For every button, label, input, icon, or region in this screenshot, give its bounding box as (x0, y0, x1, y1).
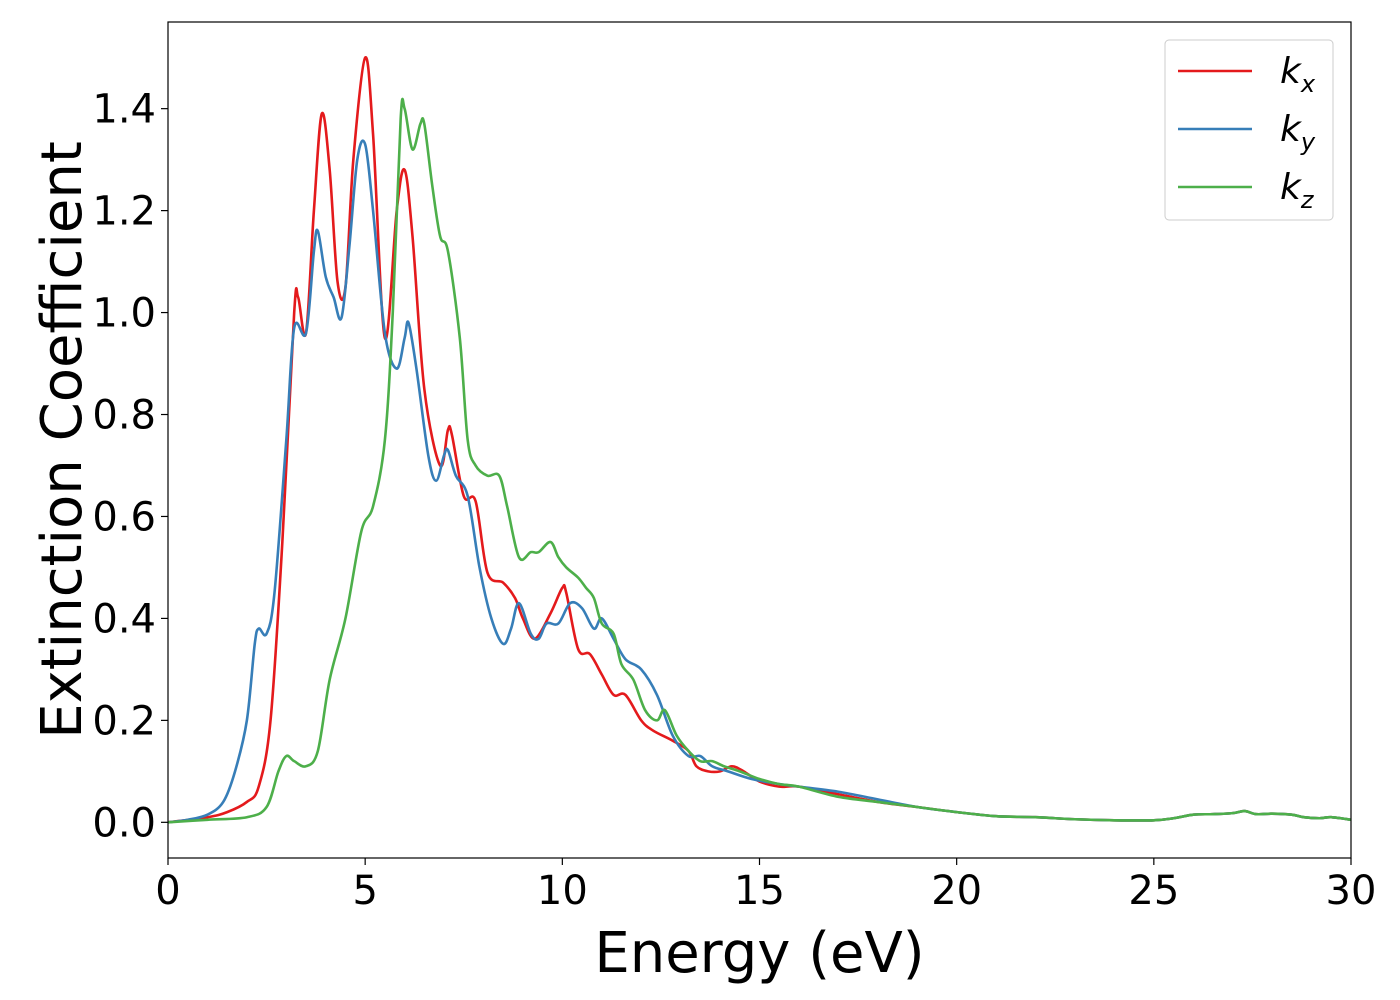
legend: kx ky kz (1164, 39, 1334, 221)
x-axis-label: Energy (eV) (594, 921, 924, 986)
y-tick-label: 1.2 (92, 189, 156, 235)
x-tick-label: 0 (155, 868, 180, 914)
y-tick-label: 0.6 (92, 494, 156, 540)
x-tick-label: 15 (734, 868, 785, 914)
x-tick-label: 25 (1128, 868, 1179, 914)
legend-label-x: kx (1280, 51, 1316, 98)
x-tick-label: 5 (352, 868, 377, 914)
y-tick-label: 0.0 (92, 800, 156, 846)
legend-label-z: kz (1280, 167, 1315, 214)
ticks-layer: 0 5 10 15 20 25 30 0.0 0.2 0.4 0.6 0.8 1.0 1.2 1.4 (92, 87, 1376, 914)
y-tick-label: 1.4 (92, 87, 156, 133)
y-axis-label: Extinction Coefficient (30, 141, 95, 739)
series-line-z (168, 97, 1351, 824)
x-tick-label: 30 (1326, 868, 1377, 914)
x-tick-label: 10 (537, 868, 588, 914)
y-tick-label: 0.4 (92, 596, 156, 642)
x-tick-label: 20 (931, 868, 982, 914)
legend-label-y: ky (1280, 109, 1316, 156)
series-layer (168, 56, 1351, 824)
plot-frame (167, 21, 1352, 859)
y-tick-label: 0.8 (92, 393, 156, 439)
y-tick-label: 0.2 (92, 698, 156, 744)
y-tick-label: 1.0 (92, 291, 156, 337)
